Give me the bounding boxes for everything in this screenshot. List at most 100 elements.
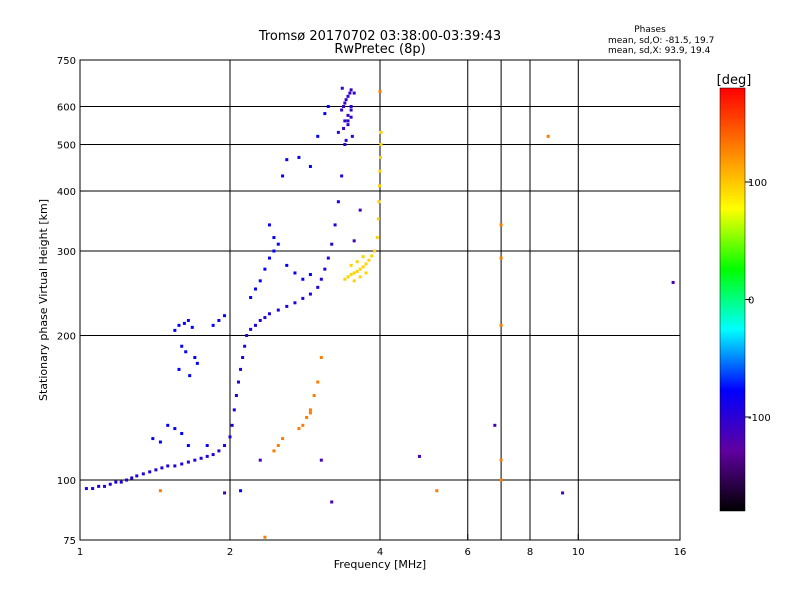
colorbar-tick-label: 0 — [748, 296, 754, 307]
data-point — [276, 308, 280, 312]
data-point — [343, 101, 347, 105]
data-point — [232, 408, 236, 412]
data-point — [316, 380, 320, 384]
data-point — [346, 123, 350, 127]
data-point — [346, 119, 350, 123]
data-point — [285, 158, 289, 162]
x-tick-label: 2 — [227, 547, 233, 558]
data-point — [180, 432, 184, 436]
data-point — [344, 138, 348, 142]
data-point — [166, 464, 170, 468]
data-point — [352, 279, 356, 283]
data-point — [336, 130, 340, 134]
data-point — [263, 535, 267, 539]
x-tick-label: 1 — [77, 547, 83, 558]
data-point — [370, 254, 374, 258]
data-point — [186, 318, 190, 322]
data-point — [358, 208, 362, 212]
x-tick-label: 8 — [527, 547, 533, 558]
data-point — [158, 489, 162, 493]
data-point — [417, 454, 421, 458]
data-point — [312, 394, 316, 398]
data-point — [340, 174, 344, 178]
data-point — [272, 249, 276, 253]
data-point — [173, 464, 177, 468]
data-point — [211, 323, 215, 327]
data-point — [125, 478, 129, 482]
y-tick-label: 75 — [63, 536, 76, 547]
data-point — [223, 314, 227, 318]
data-point — [276, 242, 280, 246]
data-point — [342, 105, 346, 109]
data-point — [281, 174, 285, 178]
data-point — [205, 454, 209, 458]
data-point — [343, 119, 347, 123]
data-point — [330, 500, 334, 504]
data-point — [230, 423, 234, 427]
data-point — [346, 94, 350, 98]
data-point — [154, 468, 158, 472]
data-point — [217, 449, 221, 453]
data-point — [293, 271, 297, 275]
data-points — [84, 86, 675, 539]
data-point — [358, 275, 362, 279]
data-point — [119, 480, 123, 484]
data-point — [173, 328, 177, 332]
data-point — [188, 374, 192, 378]
data-point — [267, 256, 271, 260]
data-point — [193, 458, 197, 462]
data-point — [301, 423, 305, 427]
x-tick-label: 6 — [465, 547, 471, 558]
data-point — [308, 408, 312, 412]
data-point — [340, 108, 344, 112]
chart-subtitle: RwPretec (8p) — [334, 42, 425, 57]
data-point — [305, 415, 309, 419]
y-tick-label: 200 — [57, 332, 76, 343]
data-point — [114, 480, 118, 484]
data-point — [228, 435, 232, 439]
data-point — [258, 279, 262, 283]
y-tick-label: 600 — [57, 103, 76, 114]
data-point — [379, 130, 383, 134]
data-point — [217, 318, 221, 322]
axis-ticks: 1 2 4 6 8 10 16 75 100 200 300 400 500 600 750 — [57, 56, 686, 558]
data-point — [355, 269, 359, 273]
x-tick-label: 16 — [674, 547, 687, 558]
data-point — [285, 263, 289, 267]
y-tick-label: 500 — [57, 141, 76, 152]
data-point — [343, 277, 347, 281]
data-point — [297, 427, 301, 431]
data-point — [346, 275, 350, 279]
data-point — [367, 258, 371, 262]
data-point — [333, 223, 337, 227]
data-point — [319, 355, 323, 359]
data-point — [141, 472, 145, 476]
data-point — [249, 296, 253, 300]
y-tick-label: 750 — [57, 56, 76, 67]
y-tick-label: 100 — [57, 476, 76, 487]
chart-title: Tromsø 20170702 03:38:00-03:39:43 — [258, 29, 501, 44]
data-point — [308, 164, 312, 168]
data-point — [186, 444, 190, 448]
data-point — [160, 466, 164, 470]
data-point — [379, 155, 383, 159]
x-tick-label: 4 — [377, 547, 383, 558]
data-point — [361, 255, 365, 259]
data-point — [263, 316, 267, 320]
data-point — [173, 427, 177, 431]
data-point — [177, 367, 181, 371]
data-point — [253, 323, 257, 327]
phases-heading: Phases — [634, 25, 666, 35]
data-point — [301, 296, 305, 300]
data-point — [352, 91, 356, 95]
data-point — [340, 86, 344, 90]
data-point — [499, 323, 503, 327]
data-point — [350, 134, 354, 138]
data-point — [493, 423, 497, 427]
data-point — [263, 267, 267, 271]
data-point — [355, 260, 359, 264]
data-point — [352, 239, 356, 243]
data-point — [258, 318, 262, 322]
colorbar-tick-label: 100 — [748, 178, 767, 189]
y-tick-label: 400 — [57, 187, 76, 198]
